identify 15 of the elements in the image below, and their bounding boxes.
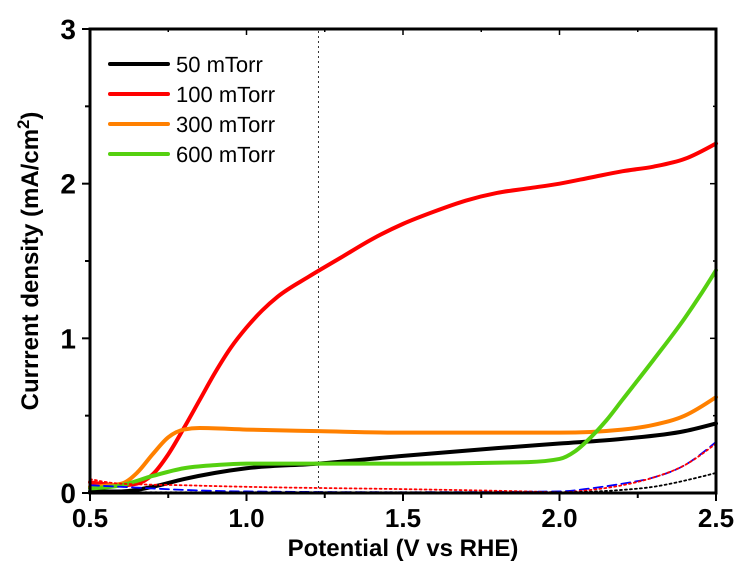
- x-tick-label: 2.0: [541, 503, 578, 533]
- y-tick-label: 1: [60, 323, 76, 354]
- line-series: [88, 141, 718, 488]
- legend-label: 300 mTorr: [176, 112, 276, 137]
- x-tick-label: 1.0: [228, 503, 265, 533]
- line-series: [88, 268, 718, 490]
- x-tick-label: 1.5: [384, 503, 422, 533]
- y-tick-label: 2: [60, 168, 76, 200]
- legend-label: 600 mTorr: [176, 142, 276, 167]
- legend-label: 50 mTorr: [176, 52, 263, 77]
- line-series: [88, 395, 718, 489]
- x-tick-label: 2.5: [698, 503, 734, 533]
- x-axis-title: Potential (V vs RHE): [288, 535, 518, 562]
- y-tick-label: 3: [60, 14, 76, 45]
- legend-label: 100 mTorr: [176, 82, 276, 107]
